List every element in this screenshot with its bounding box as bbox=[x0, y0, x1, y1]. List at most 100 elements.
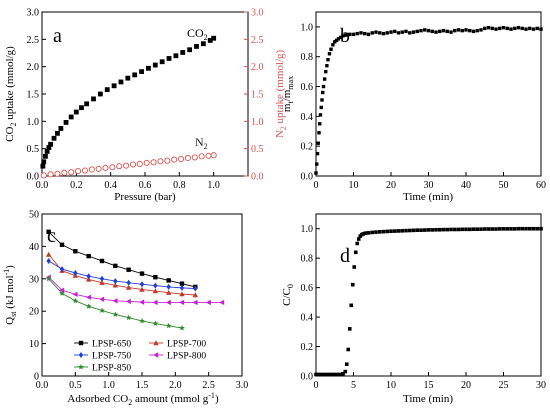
panel-b-point bbox=[468, 28, 472, 33]
panel-c-point-lpsp-750 bbox=[153, 282, 158, 289]
panel-d-point bbox=[411, 228, 416, 233]
panel-c-point-lpsp-850 bbox=[139, 317, 145, 324]
a-ytick-label: 2.5 bbox=[27, 35, 40, 46]
panel-c-point-lpsp-800 bbox=[205, 299, 211, 306]
panel-b-point bbox=[355, 31, 359, 36]
b-ytick-label: 0.4 bbox=[301, 112, 314, 123]
a-xtick-label: 0.2 bbox=[70, 180, 83, 191]
panel-b-point bbox=[494, 27, 498, 31]
n2-annotation-main: N bbox=[195, 135, 204, 149]
panel-b-point bbox=[415, 29, 419, 34]
legend-label-lpsp-750: LPSP-750 bbox=[92, 352, 131, 362]
panel-d-point bbox=[456, 227, 461, 232]
panel-b-point bbox=[325, 63, 329, 68]
panel-b-point bbox=[393, 29, 397, 34]
panel-b-point bbox=[400, 30, 404, 34]
panel-c-ylabel-mid: (kJ mol bbox=[4, 275, 16, 311]
panel-b-point bbox=[374, 30, 378, 34]
panel-a-y2label-post: uptake (mmol/g) bbox=[274, 50, 286, 127]
panel-c-point-lpsp-800 bbox=[112, 298, 118, 304]
panel-a-co2-point bbox=[43, 153, 48, 159]
panel-b-point bbox=[524, 27, 528, 31]
d-ytick-label: 0.4 bbox=[301, 313, 314, 324]
panel-d-frame bbox=[315, 213, 542, 377]
panel-d-point bbox=[509, 227, 513, 231]
panel-d-point bbox=[341, 371, 345, 376]
panel-a-n2-point bbox=[129, 161, 137, 168]
panel-b-point bbox=[329, 47, 333, 51]
panel-b-point bbox=[321, 90, 325, 95]
panel-d-point bbox=[389, 229, 393, 234]
panel-c-frame bbox=[41, 213, 243, 377]
panel-c-point-lpsp-800 bbox=[99, 296, 105, 302]
panel-c-xlabel-sup: -1 bbox=[208, 391, 215, 400]
a-y2tick-label: 0.5 bbox=[251, 144, 264, 155]
b-ytick-label: 0.6 bbox=[301, 82, 314, 93]
panel-b-point bbox=[505, 26, 509, 31]
n2-annotation-sub: 2 bbox=[204, 142, 208, 151]
panel-d-point bbox=[392, 229, 397, 233]
panel-d-letter: d bbox=[340, 245, 350, 267]
a-ytick-label: 2.0 bbox=[27, 62, 40, 73]
panel-d-point bbox=[327, 372, 332, 377]
panel-d-ticks: 0 5 10 15 20 25 30 0.0 0.2 0.4 0.6 0.8 1.0 bbox=[301, 224, 547, 391]
panel-a-co2-point bbox=[146, 65, 151, 71]
panel-b-point bbox=[334, 38, 339, 43]
panel-d-ylabel: C/C0 bbox=[281, 284, 295, 306]
panel-b-point bbox=[359, 31, 363, 35]
panel-b-point bbox=[513, 26, 517, 31]
panel-b-point bbox=[438, 29, 442, 34]
panel-a-co2-point bbox=[73, 109, 79, 115]
panel-c-ylabel-end: ) bbox=[4, 265, 16, 269]
panel-b-point bbox=[333, 40, 337, 44]
panel-d-point bbox=[434, 227, 438, 232]
panel-c-point-lpsp-800 bbox=[72, 291, 78, 298]
panel-b-point bbox=[531, 27, 536, 31]
panel-c-point-lpsp-650 bbox=[166, 278, 171, 283]
panel-c-point-lpsp-700 bbox=[112, 282, 119, 288]
d-xtick-label: 30 bbox=[536, 380, 546, 391]
c-xtick-label: 1.0 bbox=[102, 380, 115, 391]
panel-a-n2-point bbox=[54, 170, 61, 177]
panel-c-point-lpsp-850 bbox=[59, 290, 65, 296]
panel-d-point bbox=[441, 227, 446, 232]
panel-a-n2-point bbox=[75, 168, 82, 175]
panel-b-point bbox=[501, 25, 506, 30]
panel-b-point bbox=[322, 77, 327, 81]
panel-d-point bbox=[404, 228, 408, 233]
panel-d-point bbox=[486, 227, 491, 231]
panel-d-point bbox=[449, 227, 453, 232]
d-ytick-label: 0.0 bbox=[301, 372, 314, 383]
a-ytick-label: 1.5 bbox=[27, 90, 40, 101]
panel-d-point bbox=[400, 228, 405, 233]
panel-c-lines bbox=[48, 231, 222, 329]
panel-c-point-lpsp-850 bbox=[45, 275, 52, 282]
panel-a-n2-point bbox=[157, 158, 164, 165]
panel-a-xlabel: Pressure (bar) bbox=[114, 191, 176, 203]
panel-a-co2-point bbox=[51, 135, 57, 141]
panel-d-point bbox=[316, 372, 321, 377]
panel-d-point bbox=[325, 372, 330, 377]
panel-b-ylabel-pre: m bbox=[281, 103, 293, 112]
panel-c-point-lpsp-650 bbox=[153, 274, 158, 280]
panel-b-point bbox=[316, 141, 320, 145]
panel-c-ylabel-sup: -1 bbox=[2, 269, 11, 276]
a-xtick-label: 0.6 bbox=[139, 180, 152, 191]
panel-b-point bbox=[314, 171, 318, 175]
panel-d-point bbox=[396, 229, 401, 233]
panel-a-n2-point bbox=[143, 159, 150, 166]
panel-d-point bbox=[355, 241, 360, 246]
panel-c-line-lpsp-700 bbox=[48, 254, 196, 296]
panel-b-point bbox=[483, 26, 487, 31]
panel-a-n2-point bbox=[136, 160, 143, 168]
panel-b-point bbox=[324, 69, 328, 74]
panel-b-point bbox=[486, 25, 491, 30]
panel-c-xlabel-post: amount (mmol g bbox=[132, 393, 209, 405]
panel-d-point bbox=[338, 372, 343, 377]
panel-a-co2-point bbox=[200, 41, 206, 47]
panel-d: 0 5 10 15 20 25 30 0.0 0.2 0.4 0.6 0.8 1.0 d Time (m… bbox=[281, 213, 547, 405]
legend-marker-lpsp-650 bbox=[78, 340, 84, 346]
c-xtick-label: 1.5 bbox=[136, 380, 149, 391]
a-xtick-label: 0.8 bbox=[173, 180, 186, 191]
panel-a-n2-point bbox=[150, 159, 157, 166]
